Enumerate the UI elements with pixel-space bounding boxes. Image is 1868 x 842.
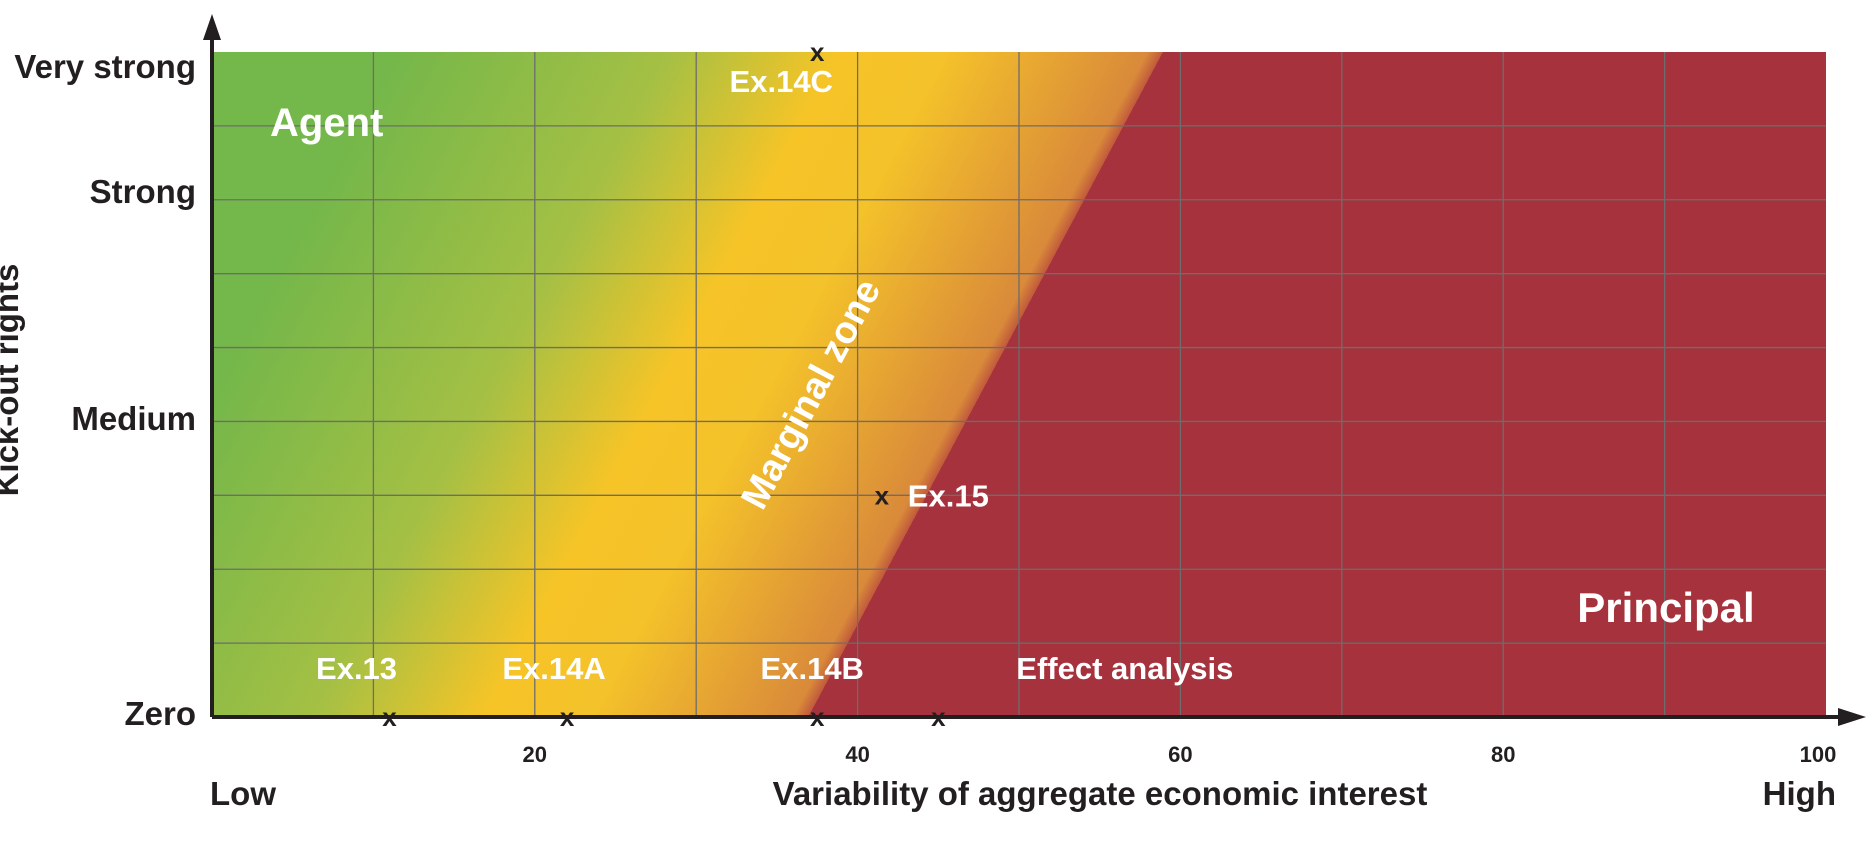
point-marker: x [560, 702, 575, 732]
point-label: Ex.14C [730, 64, 833, 99]
point-marker: x [382, 702, 397, 732]
x-tick-label: 60 [1168, 742, 1192, 767]
x-high-label: High [1763, 775, 1836, 812]
point-label: Ex.14B [761, 651, 864, 686]
y-label-very-strong: Very strong [14, 48, 196, 85]
x-tick-label: 40 [845, 742, 869, 767]
x-tick-label: 80 [1491, 742, 1515, 767]
point-label: Ex.15 [908, 478, 989, 513]
x-low-label: Low [210, 775, 276, 812]
x-tick-labels: 20 40 60 80 100 [523, 742, 1837, 767]
y-axis-title: Kick-out rights [0, 264, 25, 497]
point-label: Effect analysis [1016, 651, 1233, 686]
y-label-medium: Medium [71, 400, 196, 437]
zone-label-agent: Agent [270, 101, 383, 145]
x-axis-title: Variability of aggregate economic intere… [773, 775, 1428, 812]
axes [203, 14, 1866, 726]
point-marker: x [931, 702, 946, 732]
point-marker: x [810, 702, 825, 732]
x-tick-label: 20 [523, 742, 547, 767]
y-label-zero: Zero [124, 695, 196, 732]
gridlines [212, 52, 1826, 717]
y-label-strong: Strong [90, 173, 196, 210]
zone-label-principal: Principal [1577, 584, 1754, 631]
point-label: Ex.14A [502, 651, 605, 686]
point-marker: x [875, 480, 890, 510]
y-axis-arrow [203, 14, 221, 40]
x-tick-label: 100 [1800, 742, 1837, 767]
x-axis-arrow [1838, 708, 1866, 726]
point-label: Ex.13 [316, 651, 397, 686]
point-marker: x [810, 37, 825, 67]
